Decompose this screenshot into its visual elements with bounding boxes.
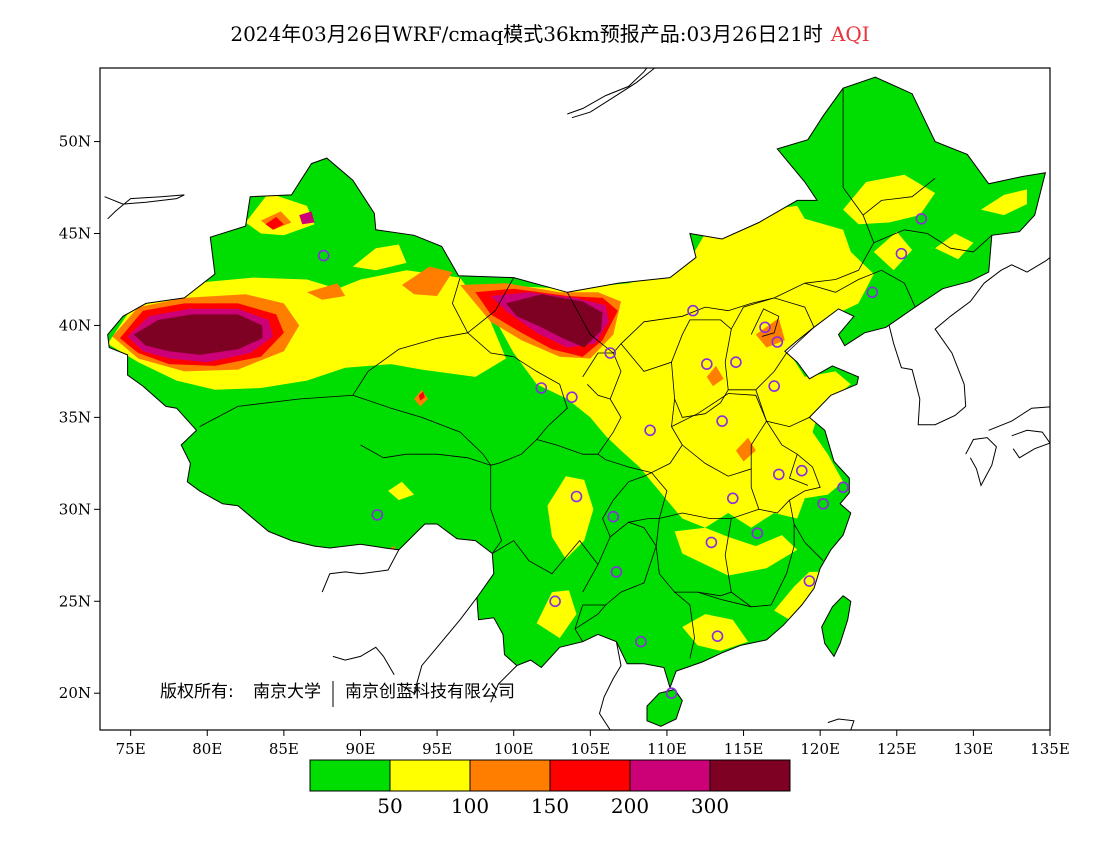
- station-marker: [866, 286, 879, 299]
- lon-tick-label: 110E: [647, 740, 687, 758]
- station-marker: [895, 247, 908, 260]
- station-marker: [915, 213, 928, 225]
- lon-tick-label: 130E: [954, 740, 994, 758]
- aqi-fields: [107, 77, 1046, 688]
- station-marker: [604, 347, 617, 359]
- station-marker: [751, 527, 764, 540]
- station-marker: [772, 468, 785, 481]
- station-marker: [705, 536, 718, 549]
- map-frame: [99, 67, 1051, 731]
- station-marker: [535, 382, 548, 394]
- legend-label: 300: [691, 794, 729, 818]
- station-marker: [607, 510, 620, 523]
- hainan-island: [646, 688, 683, 727]
- lon-tick-label: 95E: [422, 740, 452, 758]
- copyright-org1: 南京大学: [253, 682, 321, 702]
- lon-tick-label: 75E: [116, 740, 146, 758]
- lon-tick-label: 135E: [1030, 740, 1070, 758]
- station-marker: [759, 321, 771, 334]
- lon-tick-label: 80E: [192, 740, 222, 758]
- lon-tick-label: 100E: [494, 740, 534, 758]
- station-marker: [549, 595, 561, 608]
- station-marker: [711, 630, 724, 643]
- station-marker: [803, 575, 816, 587]
- lon-tick-label: 85E: [269, 740, 299, 758]
- station-marker: [317, 249, 330, 262]
- legend-swatch: [629, 759, 711, 792]
- station-marker: [665, 687, 678, 700]
- station-marker: [566, 391, 578, 404]
- title-main: 2024年03月26日WRF/cmaq模式36km预报产品:03月26日21时: [230, 22, 823, 46]
- station-marker: [795, 464, 808, 477]
- station-marker: [644, 424, 656, 437]
- legend-swatch: [389, 759, 471, 792]
- city-station-markers: [317, 213, 928, 700]
- station-marker: [716, 415, 728, 427]
- aqi-colorbar: 50 100 150 200 300: [309, 759, 791, 818]
- china-border: [107, 76, 1047, 690]
- lon-tick-label: 125E: [877, 740, 917, 758]
- islands: [646, 595, 852, 727]
- lat-tick-label: 20N: [59, 684, 91, 702]
- taiwan-island: [821, 595, 852, 658]
- station-marker: [817, 497, 830, 510]
- lon-tick-label: 115E: [724, 740, 764, 758]
- legend-swatch: [309, 759, 391, 792]
- station-marker: [837, 481, 849, 494]
- station-marker: [726, 492, 739, 505]
- station-marker: [570, 490, 583, 503]
- station-marker: [610, 566, 623, 578]
- lon-tick-label: 105E: [571, 740, 611, 758]
- station-marker: [730, 356, 742, 369]
- lon-tick-label: 90E: [345, 740, 375, 758]
- copyright-prefix: 版权所有:: [160, 682, 234, 702]
- lat-tick-label: 30N: [59, 500, 91, 518]
- aqi-level-max: [133, 294, 603, 355]
- legend-label: 150: [531, 794, 569, 818]
- lat-tick-label: 25N: [59, 592, 91, 610]
- map-title: 2024年03月26日WRF/cmaq模式36km预报产品:03月26日21时 A…: [0, 18, 1100, 47]
- neighbour-coastlines: [104, 68, 1050, 730]
- lat-tick-label: 45N: [59, 225, 91, 243]
- lat-tick-label: 50N: [59, 133, 91, 151]
- station-marker: [687, 304, 699, 317]
- station-marker: [771, 336, 784, 348]
- longitude-axis: 75E 80E 85E 90E 95E 100E 105E 110E 115E 120E 125E 1…: [116, 730, 1070, 758]
- lon-tick-label: 120E: [800, 740, 840, 758]
- copyright-org2: 南京创蓝科技有限公司: [345, 682, 515, 702]
- station-marker: [371, 509, 384, 521]
- latitude-axis: 20N 25N 30N 35N 40N 45N 50N: [59, 133, 100, 702]
- legend-swatch: [709, 759, 791, 792]
- lat-tick-label: 40N: [59, 316, 91, 334]
- station-marker: [700, 358, 713, 370]
- station-marker: [635, 635, 647, 648]
- station-marker: [768, 380, 781, 392]
- legend-label: 200: [611, 794, 649, 818]
- title-variable: AQI: [830, 22, 870, 46]
- legend-swatch: [549, 759, 631, 792]
- copyright-note: 版权所有: 南京大学 南京创蓝科技有限公司: [160, 681, 515, 707]
- map-content: 版权所有: 南京大学 南京创蓝科技有限公司: [104, 68, 1050, 730]
- legend-label: 100: [451, 794, 489, 818]
- lat-tick-label: 35N: [59, 408, 91, 426]
- legend-label: 50: [377, 794, 402, 818]
- legend-swatch: [469, 759, 551, 792]
